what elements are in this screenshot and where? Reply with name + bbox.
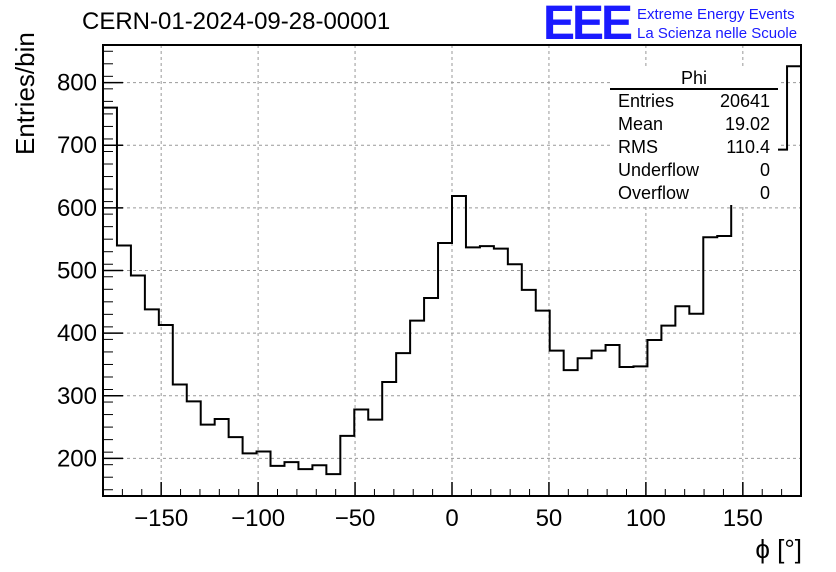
x-axis-label: ϕ [°] [755,534,802,564]
y-tick-label: 500 [57,258,97,285]
stats-value: 20641 [719,91,770,111]
stats-row: Entries 20641 [610,90,778,113]
stats-label: Entries [618,91,675,111]
x-tick-label: −100 [231,505,285,532]
y-tick-label: 300 [57,383,97,410]
y-tick-label: 800 [57,70,97,97]
stats-box: Phi Entries 20641 Mean 19.02 RMS 110.4 U… [610,68,778,205]
stats-value: 19.02 [724,114,770,134]
stats-row: RMS 110.4 [610,136,778,159]
chart-title: CERN-01-2024-09-28-00001 [82,8,391,35]
stats-row: Underflow 0 [610,159,778,182]
x-tick-label: 100 [626,505,666,532]
x-tick-label: 150 [723,505,763,532]
y-tick-label: 700 [57,132,97,159]
stats-label: Mean [618,114,664,134]
stats-value: 0 [759,183,770,203]
stats-label: Underflow [618,160,700,180]
y-axis-ticks: 200 300 400 500 600 700 800 [57,50,123,491]
x-axis-ticks: −150 −100 −50 0 50 100 150 [102,482,802,532]
eee-logo: EEE [543,0,633,50]
stats-label: RMS [618,137,658,157]
y-tick-label: 600 [57,195,97,222]
y-tick-label: 400 [57,320,97,347]
logo-line-1: Extreme Energy Events [637,6,795,23]
stats-value: 110.4 [726,137,770,157]
stats-row: Overflow 0 [610,182,778,205]
stats-value: 0 [759,160,770,180]
y-axis-label: Entries/bin [10,32,40,155]
logo-line-2: La Scienza nelle Scuole [637,25,798,42]
stats-title: Phi [610,68,778,90]
x-tick-label: 0 [445,505,458,532]
stats-label: Overflow [618,183,690,203]
histogram-series [103,65,801,476]
y-tick-label: 200 [57,445,97,472]
x-tick-label: −50 [335,505,376,532]
x-tick-label: −150 [134,505,188,532]
x-tick-label: 50 [536,505,563,532]
stats-row: Mean 19.02 [610,113,778,136]
